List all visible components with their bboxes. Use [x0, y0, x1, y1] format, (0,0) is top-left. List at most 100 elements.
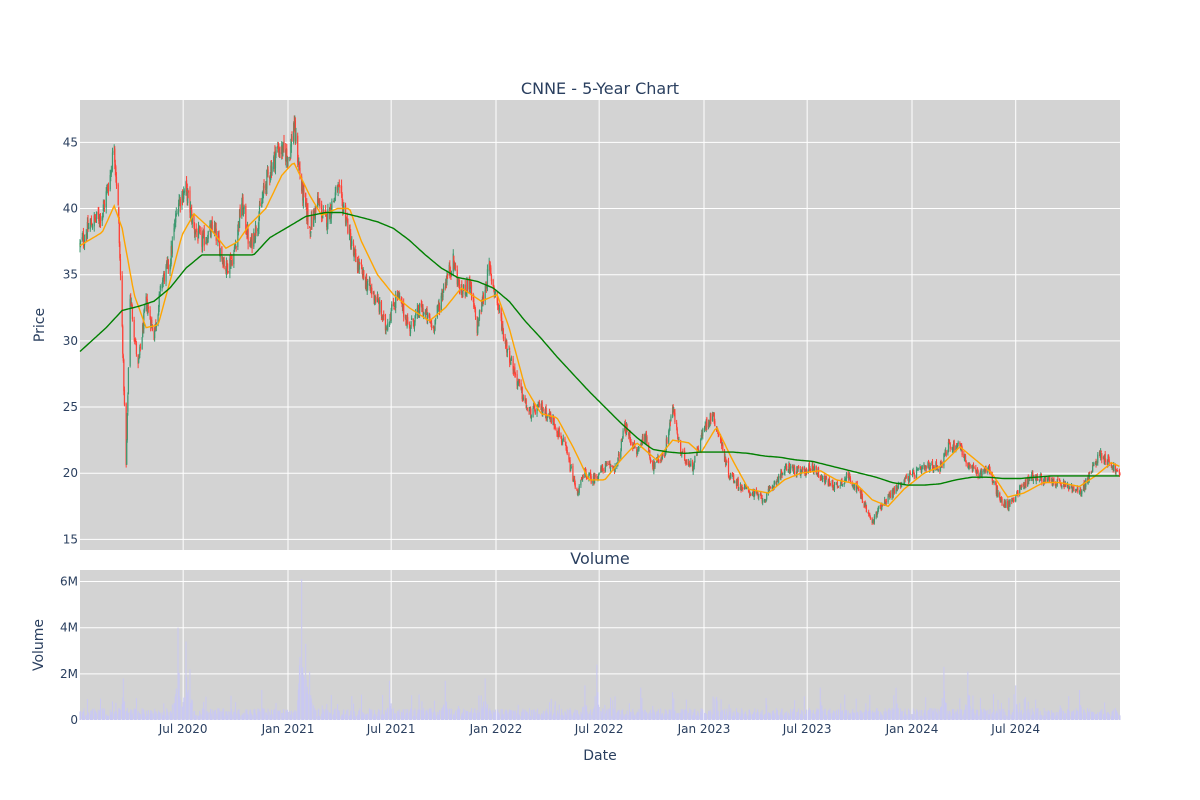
candlestick [873, 514, 875, 525]
candle-body [897, 484, 899, 489]
volume-bar [492, 710, 494, 720]
volume-bar [880, 711, 882, 720]
candlestick [143, 304, 145, 314]
candle-body [601, 465, 604, 470]
candle-body [734, 481, 736, 483]
volume-bar [792, 713, 794, 720]
candle-body [928, 462, 930, 470]
volume-bar [720, 711, 722, 720]
candlestick [134, 337, 136, 342]
candlestick [350, 238, 352, 250]
candle-body [298, 162, 300, 165]
candle-body [392, 302, 395, 307]
volume-bar [612, 710, 614, 720]
candlestick [247, 224, 249, 250]
candle-body [530, 415, 532, 420]
candle-body [99, 215, 102, 223]
candle-body [182, 197, 184, 201]
volume-bar [521, 713, 523, 720]
candle-body [371, 287, 373, 294]
volume-bar [370, 709, 372, 720]
volume-bar [270, 709, 272, 720]
candlestick [278, 143, 280, 158]
candle-body [1035, 478, 1037, 482]
candle-body [532, 408, 534, 418]
candlestick [203, 225, 205, 251]
candlestick [159, 284, 161, 296]
candlestick [757, 492, 759, 499]
volume-bar [676, 713, 678, 720]
candle-body [187, 191, 189, 204]
candle-body [1000, 498, 1002, 502]
candle-body [553, 418, 555, 426]
volume-bar [800, 709, 802, 720]
volume-bar [741, 709, 743, 720]
volume-bar [883, 711, 885, 720]
candlestick [149, 306, 151, 320]
volume-bar [807, 710, 809, 720]
volume-bar [784, 712, 786, 720]
volume-bar [811, 712, 813, 720]
candlestick [909, 470, 911, 482]
volume-bar [775, 708, 777, 720]
candle-body [658, 460, 660, 462]
candle-body [215, 226, 217, 231]
candlestick [815, 465, 817, 475]
volume-bar [297, 700, 299, 720]
candle-body [273, 156, 275, 170]
candle-body [668, 429, 670, 433]
volume-bar [581, 713, 583, 720]
volume-bar [398, 711, 400, 720]
candle-body [173, 228, 175, 239]
volume-bar [549, 702, 551, 720]
candle-body [91, 226, 94, 229]
volume-bar [175, 694, 177, 720]
x-axis-title: Date [583, 748, 616, 764]
volume-bar [439, 710, 441, 720]
candle-body [501, 326, 503, 330]
candle-body [114, 163, 116, 169]
candlestick [554, 424, 556, 431]
candle-body [963, 453, 965, 458]
candle-body [302, 189, 304, 203]
candlestick [572, 463, 574, 482]
volume-bar [490, 711, 492, 720]
volume-bar [286, 709, 288, 720]
volume-bar [654, 714, 656, 720]
candle-body [169, 265, 171, 272]
volume-bar [733, 715, 735, 720]
candle-body [792, 467, 795, 471]
candlestick [223, 256, 225, 270]
candle-body [857, 488, 860, 490]
candle-body [684, 450, 686, 461]
volume-bar [769, 712, 771, 720]
volume-bar [806, 709, 808, 720]
volume-bar [649, 711, 651, 720]
candlestick [606, 461, 608, 467]
candlestick [805, 467, 808, 476]
candle-body [414, 316, 416, 323]
volume-bar [749, 709, 751, 720]
candle-body [589, 472, 592, 478]
candlestick [768, 485, 771, 492]
candlestick [147, 303, 149, 313]
candle-body [238, 209, 241, 228]
candle-body [542, 410, 544, 412]
volume-bar [82, 714, 84, 720]
volume-bar [830, 713, 832, 720]
candle-body [828, 479, 830, 484]
volume-bar [412, 716, 414, 720]
volume-bar [721, 712, 723, 720]
candlestick [446, 270, 448, 286]
candlestick [392, 297, 395, 307]
volume-bar [562, 715, 564, 720]
volume-bar [235, 702, 237, 720]
candlestick [672, 404, 674, 415]
volume-bar [795, 716, 797, 720]
volume-bar [798, 708, 800, 720]
volume-bar [229, 715, 231, 720]
volume-bar [869, 710, 871, 720]
candle-body [673, 410, 675, 414]
volume-bar [351, 696, 353, 720]
volume-bar [94, 713, 96, 720]
